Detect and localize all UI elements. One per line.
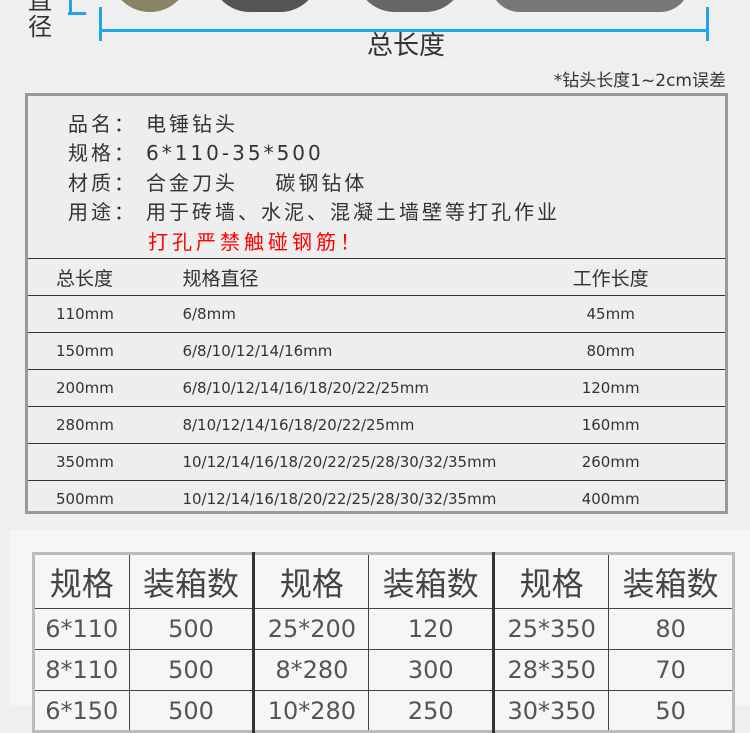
info-value: 合金刀头 碳钢钻体: [146, 171, 368, 195]
header-working-length: 工作长度: [496, 258, 725, 296]
cell: 6/8/10/12/14/16/18/20/22/25mm: [182, 369, 497, 407]
diameter-bracket: [68, 12, 86, 15]
table-row: 6*110 500 25*200 120 25*350 80: [33, 608, 734, 650]
header-diameter: 规格直径: [182, 258, 497, 296]
length-tick-right: [706, 7, 709, 41]
header-box-qty: 装箱数: [128, 553, 255, 609]
cell: 10/12/14/16/18/20/22/25/28/30/32/35mm: [182, 443, 497, 481]
table-row: 6*150 500 10*280 250 30*350 50: [33, 690, 734, 732]
header-spec: 规格: [252, 553, 370, 609]
header-box-qty: 装箱数: [368, 553, 495, 609]
cell: 8*280: [252, 649, 370, 691]
info-value: 用于砖墙、水泥、混凝土墙壁等打孔作业: [146, 200, 560, 224]
cell: 280mm: [28, 406, 183, 444]
info-row-material: 材质： 合金刀头 碳钢钻体: [68, 167, 367, 196]
length-tick-left: [99, 7, 102, 41]
info-row-usage: 用途： 用于砖墙、水泥、混凝土墙壁等打孔作业: [68, 196, 560, 225]
cell: 6*150: [33, 690, 130, 732]
diameter-label: 直径: [28, 0, 52, 41]
cell: 25*200: [252, 608, 370, 650]
cell: 260mm: [496, 443, 725, 481]
tolerance-note: *钻头长度1~2cm误差: [553, 71, 726, 91]
cell: 80: [608, 608, 734, 650]
cell: 30*350: [492, 690, 610, 732]
cell: 25*350: [492, 608, 610, 650]
info-key: 用途：: [68, 200, 137, 224]
info-key: 规格：: [68, 141, 137, 165]
cell: 500: [128, 608, 255, 650]
cell: 10*280: [252, 690, 370, 732]
table-header-row: 规格 装箱数 规格 装箱数 规格 装箱数: [33, 553, 734, 609]
table-row: 500mm 10/12/14/16/18/20/22/25/28/30/32/35…: [28, 480, 725, 518]
cell: 28*350: [492, 649, 610, 691]
info-value: 6*110-35*500: [146, 141, 324, 165]
length-line: [100, 29, 708, 32]
cell: 8*110: [33, 649, 130, 691]
table-row: 280mm 8/10/12/14/16/18/20/22/25mm 160mm: [28, 406, 725, 444]
length-label: 总长度: [366, 31, 445, 61]
cell: 120mm: [496, 369, 725, 407]
cell: 150mm: [28, 332, 183, 370]
cell: 120: [368, 608, 495, 650]
cell: 500: [128, 690, 255, 732]
info-value: 电锤钻头: [146, 112, 238, 136]
header-spec: 规格: [492, 553, 610, 609]
diameter-bracket-stem: [69, 0, 72, 14]
table-row: 110mm 6/8mm 45mm: [28, 295, 725, 333]
cell: 6*110: [33, 608, 130, 650]
spec-box: 品名： 电锤钻头 规格： 6*110-35*500 材质： 合金刀头 碳钢钻体 用途：…: [25, 93, 728, 518]
info-key: 品名：: [68, 112, 137, 136]
cell: 250: [368, 690, 495, 732]
table-row: 150mm 6/8/10/12/14/16mm 80mm: [28, 332, 725, 370]
info-row-name: 品名： 电锤钻头: [68, 108, 238, 137]
info-key: 材质：: [68, 171, 137, 195]
cell: 160mm: [496, 406, 725, 444]
cell: 10/12/14/16/18/20/22/25/28/30/32/35mm: [182, 480, 497, 518]
header-spec: 规格: [33, 553, 130, 609]
cell: 50: [608, 690, 734, 732]
table-header-row: 总长度 规格直径 工作长度: [28, 258, 725, 296]
table-row: 8*110 500 8*280 300 28*350 70: [33, 649, 734, 691]
header-total-length: 总长度: [28, 258, 183, 296]
warning-text: 打孔严禁触碰钢筋！: [148, 230, 364, 254]
spec-table: 总长度 规格直径 工作长度 110mm 6/8mm 45mm 150mm 6/8/10…: [28, 258, 725, 518]
cell: 110mm: [28, 295, 183, 333]
cell: 500: [128, 649, 255, 691]
info-row-spec: 规格： 6*110-35*500: [68, 137, 324, 166]
cell: 400mm: [496, 480, 725, 518]
cell: 500mm: [28, 480, 183, 518]
cell: 200mm: [28, 369, 183, 407]
cell: 70: [608, 649, 734, 691]
cell: 300: [368, 649, 495, 691]
packing-table: 规格 装箱数 规格 装箱数 规格 装箱数 6*110 500 25*200 120 …: [32, 552, 735, 733]
table-row: 200mm 6/8/10/12/14/16/18/20/22/25mm 120mm: [28, 369, 725, 407]
header-box-qty: 装箱数: [608, 553, 734, 609]
cell: 8/10/12/14/16/18/20/22/25mm: [182, 406, 497, 444]
cell: 6/8/10/12/14/16mm: [182, 332, 497, 370]
cell: 80mm: [496, 332, 725, 370]
cell: 350mm: [28, 443, 183, 481]
cell: 6/8mm: [182, 295, 497, 333]
cell: 45mm: [496, 295, 725, 333]
table-row: 350mm 10/12/14/16/18/20/22/25/28/30/32/35…: [28, 443, 725, 481]
